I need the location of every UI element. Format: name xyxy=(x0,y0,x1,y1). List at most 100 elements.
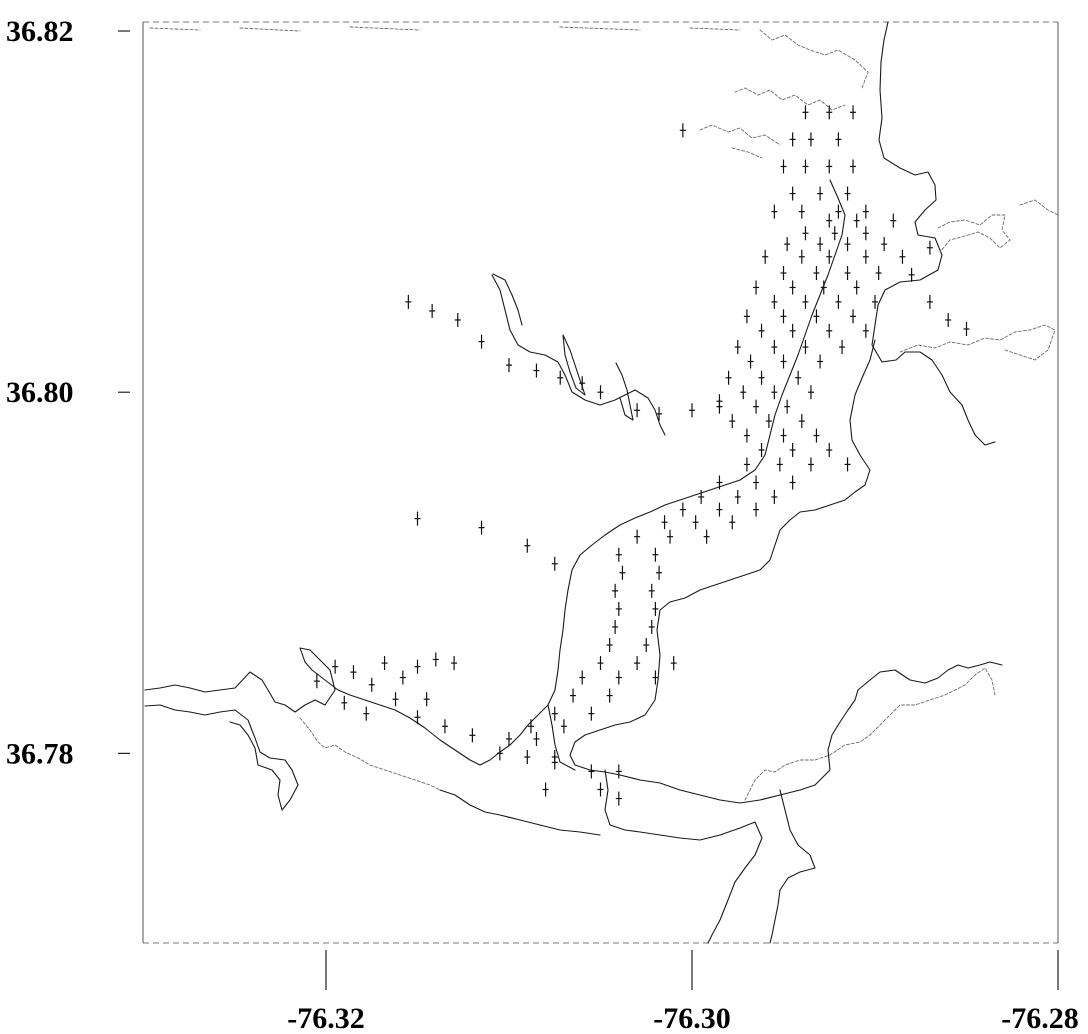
sample-point xyxy=(802,226,809,241)
sample-point xyxy=(533,731,540,746)
sample-point xyxy=(844,266,851,281)
sample-point xyxy=(817,237,824,252)
sample-point xyxy=(802,294,809,309)
sample-point xyxy=(798,414,805,429)
sample-point xyxy=(817,186,824,201)
sample-point xyxy=(478,334,485,349)
sample-point xyxy=(551,706,558,721)
sample-point xyxy=(643,638,650,653)
sample-point xyxy=(890,213,897,228)
coastline-east-inlet-upper xyxy=(937,214,1011,253)
sample-point xyxy=(908,267,915,282)
sample-point xyxy=(441,719,448,734)
sample-point xyxy=(405,294,412,309)
sample-point xyxy=(698,489,705,504)
coastline-south-west-shore xyxy=(439,789,601,836)
sample-point xyxy=(862,249,869,264)
coastline-northwest-spit xyxy=(492,273,523,326)
sample-point xyxy=(656,406,663,421)
sample-point xyxy=(875,266,882,281)
sample-point xyxy=(524,749,531,764)
sample-point xyxy=(780,309,787,324)
y-tick-label: 36.80 xyxy=(6,376,74,409)
sample-point xyxy=(615,791,622,806)
sample-point xyxy=(826,442,833,457)
sample-point xyxy=(850,309,857,324)
sample-point xyxy=(862,323,869,338)
sample-point xyxy=(802,159,809,174)
sample-point xyxy=(945,312,952,327)
sample-point xyxy=(451,656,458,671)
coastline-south-east-inlet xyxy=(744,667,996,801)
coastline-east-inlet-mid xyxy=(899,324,1056,361)
y-axis: 36.82 36.80 36.78 xyxy=(6,15,130,770)
sample-point xyxy=(780,159,787,174)
sample-point xyxy=(496,746,503,761)
coastline xyxy=(144,21,1059,944)
sample-point xyxy=(850,159,857,174)
sample-point xyxy=(844,186,851,201)
sample-point xyxy=(716,502,723,517)
sample-point xyxy=(551,556,558,571)
sample-point xyxy=(588,764,595,779)
coastline-top-edge-shore xyxy=(149,26,741,32)
sample-point xyxy=(765,414,772,429)
sample-point xyxy=(807,457,814,472)
sample-point xyxy=(807,132,814,147)
sample-point xyxy=(753,475,760,490)
sample-point xyxy=(743,428,750,443)
sample-point xyxy=(716,394,723,409)
sample-point xyxy=(820,280,827,295)
sample-point xyxy=(619,565,626,580)
sample-point xyxy=(414,511,421,526)
sample-point xyxy=(872,294,878,309)
sample-point xyxy=(454,312,461,327)
sample-point xyxy=(399,670,406,685)
sample-point xyxy=(725,370,732,385)
sample-point xyxy=(570,688,577,703)
sample-point xyxy=(661,515,668,530)
sample-point xyxy=(648,583,655,598)
coastline-east-inlet-corner xyxy=(1019,199,1059,216)
sample-point xyxy=(813,428,820,443)
sample-point xyxy=(368,677,375,692)
sample-point xyxy=(881,237,888,252)
sample-point xyxy=(771,294,778,309)
sample-point xyxy=(771,204,778,219)
sample-point xyxy=(615,601,622,616)
sample-point xyxy=(762,249,769,264)
sample-point xyxy=(831,226,838,241)
sample-point xyxy=(862,226,869,241)
plot-frame xyxy=(142,21,1059,944)
sample-point xyxy=(747,354,754,369)
coastline-northeast-fragments xyxy=(759,29,869,89)
sample-point xyxy=(817,354,824,369)
sample-point xyxy=(734,489,741,504)
sample-point xyxy=(652,601,659,616)
sample-point xyxy=(758,370,765,385)
sample-point xyxy=(926,294,933,309)
sample-point xyxy=(798,204,805,219)
sample-point xyxy=(527,719,534,734)
sample-point xyxy=(634,529,641,544)
sample-point xyxy=(926,240,933,255)
sample-point xyxy=(789,442,796,457)
coastline-east-lower xyxy=(569,339,1003,804)
sample-point xyxy=(423,692,430,707)
coastline-west-shore-lower xyxy=(547,704,576,771)
sample-point xyxy=(667,529,674,544)
sample-point xyxy=(341,695,348,710)
sample-point xyxy=(826,323,833,338)
sample-point xyxy=(692,515,699,530)
sample-point xyxy=(789,475,796,490)
sample-point xyxy=(807,385,814,400)
coastline-northwest-arm xyxy=(491,274,666,436)
sample-point xyxy=(506,358,512,373)
sample-point xyxy=(835,294,842,309)
sample-point xyxy=(850,105,857,120)
sample-point xyxy=(813,309,820,324)
sample-point xyxy=(606,638,613,653)
coastline-northwest-point xyxy=(615,362,634,421)
sample-point xyxy=(734,340,741,355)
